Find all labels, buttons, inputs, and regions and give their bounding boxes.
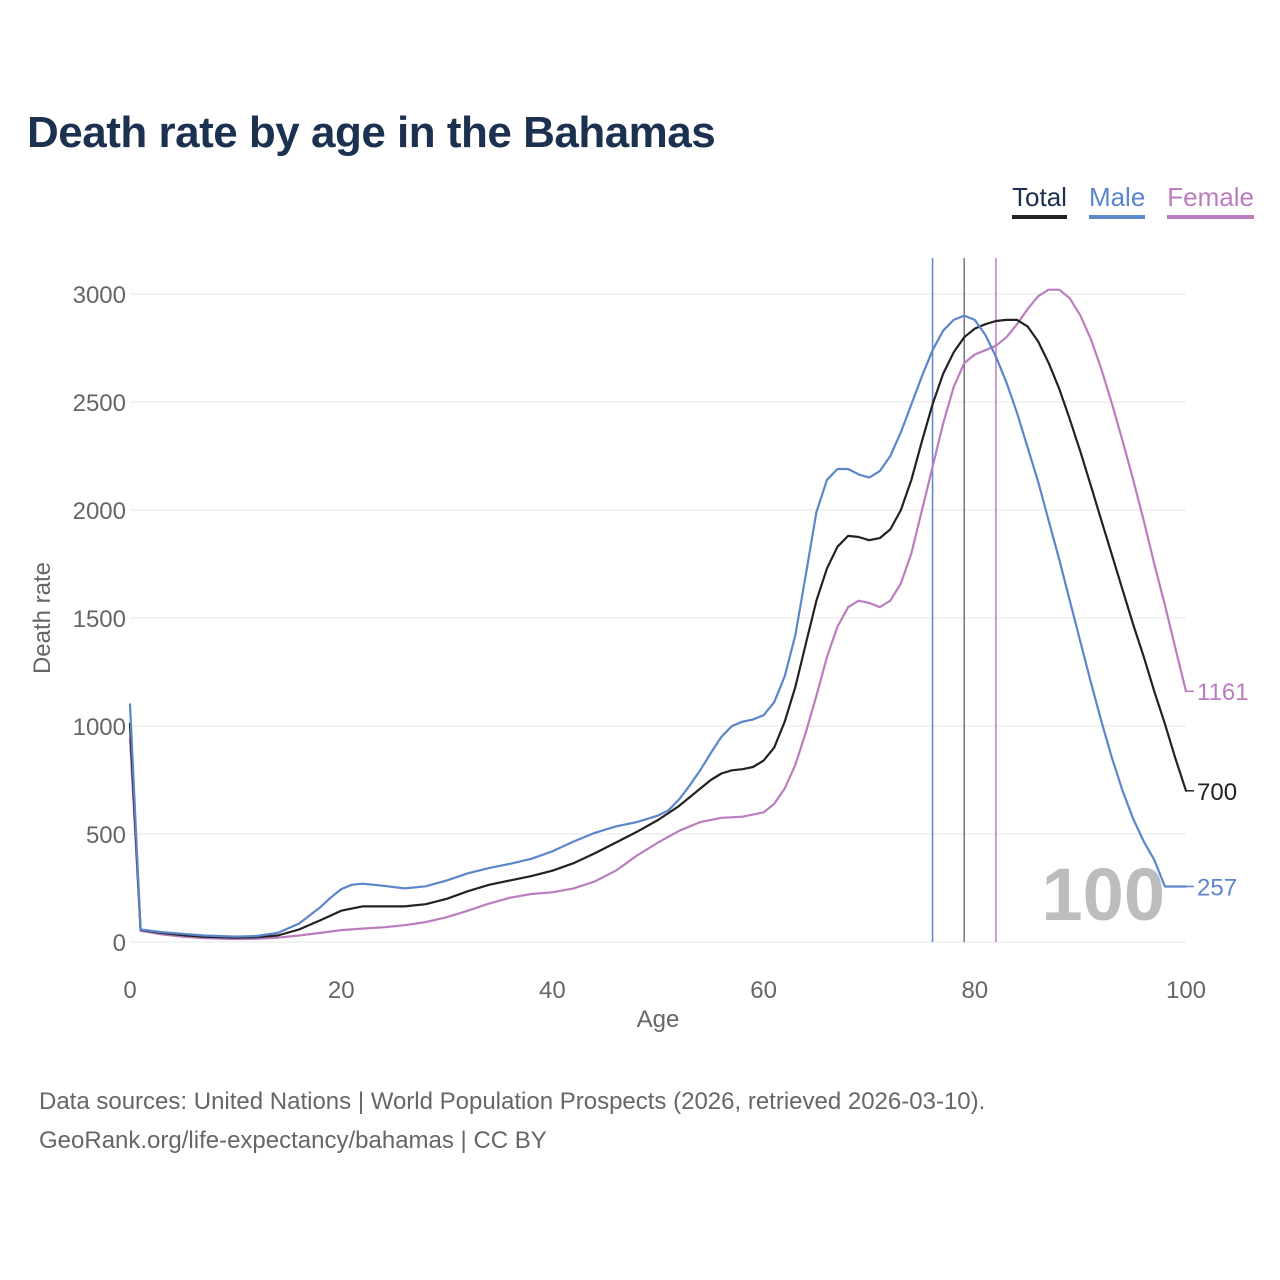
source-note: Data sources: United Nations | World Pop…	[39, 1088, 986, 1115]
x-tick-label-20: 20	[328, 977, 355, 1004]
series-line-male	[128, 314, 1188, 938]
y-tick-label-1500: 1500	[73, 606, 126, 633]
end-label-male: 257	[1197, 874, 1237, 901]
y-tick-label-1000: 1000	[73, 714, 126, 741]
legend: Total Male Female	[1012, 182, 1254, 219]
legend-item-total[interactable]: Total	[1012, 182, 1067, 219]
x-axis-title: Age	[637, 1006, 680, 1033]
chart-title: Death rate by age in the Bahamas	[27, 108, 716, 157]
x-tick-label-0: 0	[123, 977, 136, 1004]
series-line-total	[128, 318, 1188, 939]
source-link[interactable]: GeoRank.org/life-expectancy/bahamas | CC…	[39, 1127, 547, 1154]
end-label-total: 700	[1197, 779, 1237, 806]
legend-item-female[interactable]: Female	[1167, 182, 1254, 219]
y-tick-label-3000: 3000	[73, 282, 126, 309]
x-tick-label-80: 80	[961, 977, 988, 1004]
legend-item-male[interactable]: Male	[1088, 182, 1146, 219]
y-axis-title: Death rate	[29, 562, 56, 674]
y-tick-label-2500: 2500	[73, 390, 126, 417]
end-label-female: 1161	[1197, 679, 1249, 706]
y-tick-label-500: 500	[86, 822, 126, 849]
x-tick-label-40: 40	[539, 977, 566, 1004]
y-tick-label-0: 0	[113, 930, 126, 957]
y-tick-label-2000: 2000	[73, 498, 126, 525]
x-tick-label-100: 100	[1166, 977, 1206, 1004]
x-tick-label-60: 60	[750, 977, 777, 1004]
year-watermark: 100	[1042, 853, 1165, 936]
series-line-female	[128, 288, 1188, 941]
